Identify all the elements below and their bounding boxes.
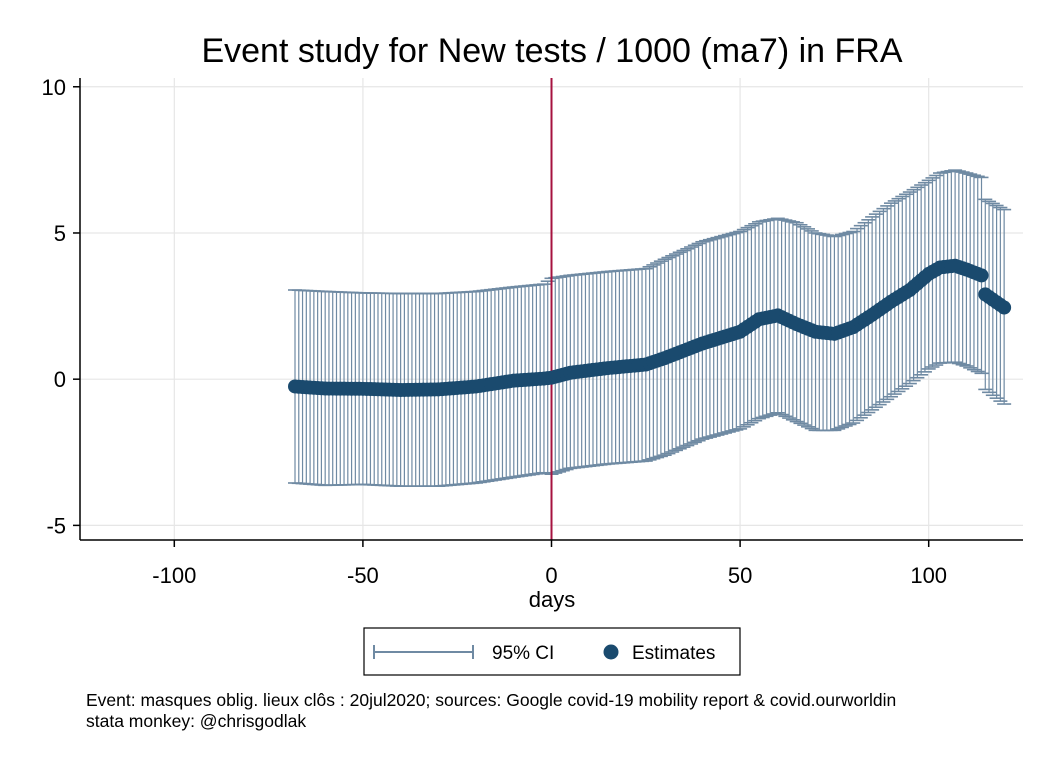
legend-label-estimates: Estimates xyxy=(632,643,715,664)
legend-estimates-symbol xyxy=(603,644,619,660)
legend: 95% CI Estimates xyxy=(363,627,741,676)
x-tick-label: -100 xyxy=(152,563,196,588)
y-tick-label: 10 xyxy=(42,75,66,100)
y-tick-label: -5 xyxy=(46,513,66,538)
x-tick-label: 50 xyxy=(728,563,752,588)
legend-label-ci: 95% CI xyxy=(492,643,554,664)
estimate-points xyxy=(288,258,1012,397)
y-tick-label: 0 xyxy=(54,367,66,392)
legend-ci-symbol xyxy=(373,645,474,659)
x-tick-label: 100 xyxy=(910,563,947,588)
x-tick-label: -50 xyxy=(347,563,379,588)
y-tick-label: 5 xyxy=(54,221,66,246)
x-tick-label: 0 xyxy=(545,563,557,588)
footnote-event-sources: Event: masques oblig. lieux clôs : 20jul… xyxy=(86,690,897,710)
estimate-point xyxy=(997,300,1012,315)
footnote-author: stata monkey: @chrisgodlak xyxy=(86,711,307,731)
x-axis-label: days xyxy=(529,587,575,612)
estimate-point xyxy=(974,268,989,283)
chart-title: Event study for New tests / 1000 (ma7) i… xyxy=(201,32,902,70)
